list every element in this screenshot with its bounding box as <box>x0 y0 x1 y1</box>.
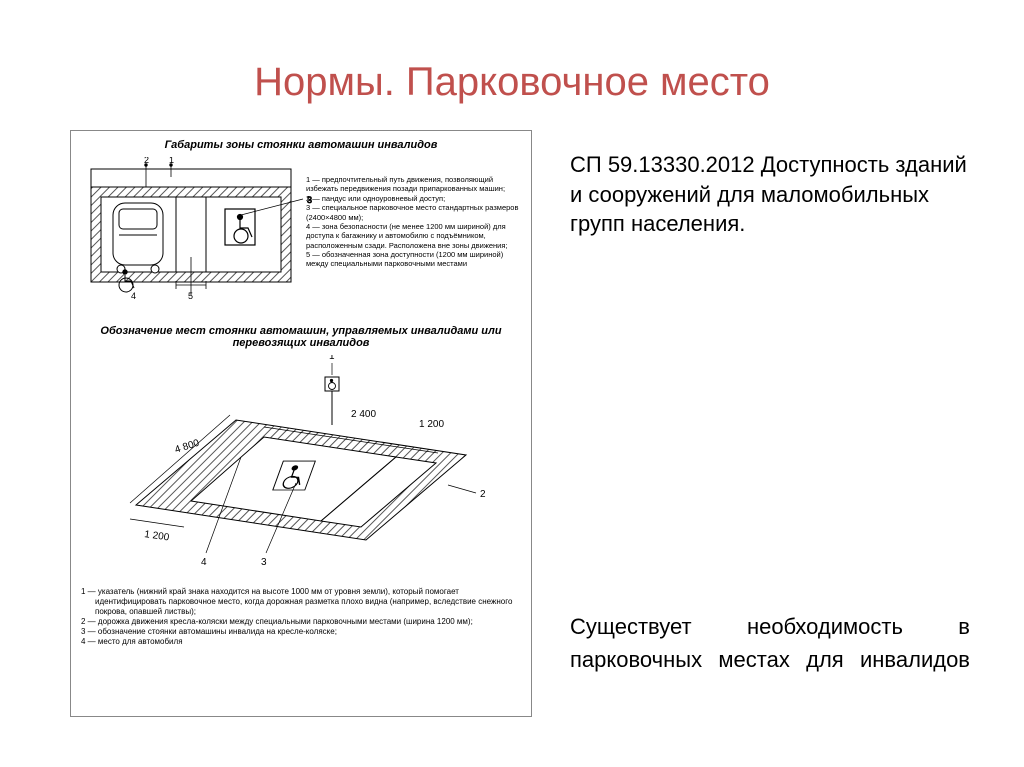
dim-gap: 1 200 <box>419 419 444 430</box>
legend-item: 1 — указатель (нижний край знака находит… <box>81 587 525 617</box>
fig2-title: Обозначение мест стоянки автомашин, упра… <box>75 325 527 349</box>
callout-2: 2 <box>144 157 149 165</box>
callout-5: 5 <box>188 291 193 301</box>
callout-4: 4 <box>131 291 136 301</box>
regulation-figure: Габариты зоны стоянки автомашин инвалидо… <box>70 130 532 717</box>
fig2-diagram: 2 400 1 200 4 800 1 200 1 2 <box>71 355 529 585</box>
right-column: СП 59.13330.2012 Доступность зданий и со… <box>570 150 970 259</box>
dim-width: 2 400 <box>351 409 376 420</box>
fig1-title: Габариты зоны стоянки автомашин инвалидо… <box>75 139 527 151</box>
slide: Нормы. Парковочное место Габариты зоны с… <box>0 0 1024 767</box>
callout-1: 1 <box>169 157 174 165</box>
legend-item: 2 — дорожка движения кресла-коляски межд… <box>81 617 525 627</box>
dim-side: 1 200 <box>144 529 171 543</box>
bottom-note: Существует необходимость в парковочных м… <box>570 610 970 676</box>
svg-text:1: 1 <box>329 355 335 362</box>
regulation-reference: СП 59.13330.2012 Доступность зданий и со… <box>570 150 970 239</box>
svg-text:4: 4 <box>201 557 207 568</box>
fig1-diagram: 3 2 1 5 4 1 — предпочтительный путь движ… <box>71 157 529 307</box>
fig2-legend: 1 — указатель (нижний край знака находит… <box>71 585 531 653</box>
svg-text:2: 2 <box>480 489 486 500</box>
svg-text:3: 3 <box>261 557 267 568</box>
legend-item: 3 — обозначение стоянки автомашины инвал… <box>81 627 525 637</box>
slide-title: Нормы. Парковочное место <box>0 60 1024 105</box>
legend-item: 4 — место для автомобиля <box>81 637 525 647</box>
